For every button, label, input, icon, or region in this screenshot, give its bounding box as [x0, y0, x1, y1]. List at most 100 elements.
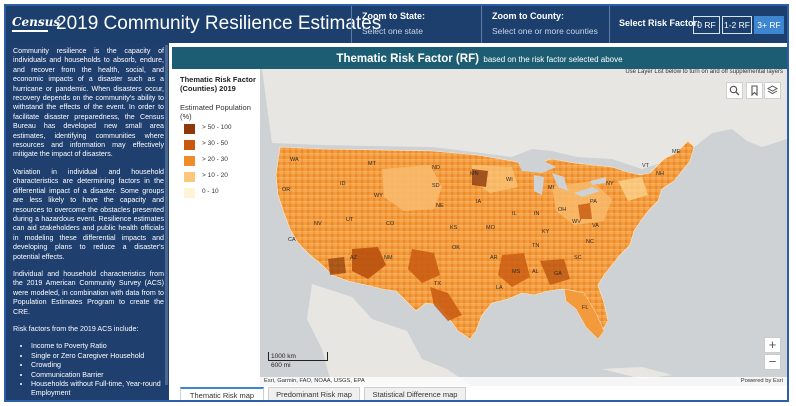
zoom-county-label: Zoom to County:: [492, 11, 564, 21]
scale-km-label: 1000 km: [271, 353, 296, 360]
legend-title: Thematic Risk Factor (Counties) 2019: [180, 75, 256, 93]
legend-item: > 30 - 50: [180, 138, 260, 153]
list-item: Communication Barrier: [31, 371, 164, 380]
state-label: TX: [434, 281, 441, 287]
zoom-county-select[interactable]: Select one or more counties: [492, 26, 598, 36]
state-label: AZ: [350, 255, 358, 261]
scale-bar: 1000 km 600 mi: [268, 352, 328, 371]
state-label: WV: [572, 219, 581, 225]
state-label: IL: [512, 211, 517, 217]
state-label: OH: [558, 207, 566, 213]
banner-subtitle: based on the risk factor selected above: [483, 55, 623, 64]
rf-0-button[interactable]: 0 RF: [693, 16, 720, 34]
list-item: Income to Poverty Ratio: [31, 342, 164, 351]
map-tabbar: Thematic Risk map Predominant Risk map S…: [172, 386, 787, 400]
legend-label: > 10 - 20: [202, 172, 228, 179]
legend-item: 0 - 10: [180, 186, 260, 201]
app-frame: Census 2019 Community Resilience Estimat…: [4, 4, 789, 402]
sidebar-paragraph: Individual and household characteristics…: [13, 269, 164, 316]
legend-item: > 20 - 30: [180, 154, 260, 169]
state-label: VT: [642, 163, 650, 169]
state-label: PA: [590, 199, 597, 205]
app-header: Census 2019 Community Resilience Estimat…: [6, 6, 787, 43]
sidebar-paragraph: Risk factors from the 2019 ACS include:: [13, 324, 139, 333]
legend-swatch: [184, 156, 195, 166]
state-label: NY: [606, 181, 614, 187]
state-label: NC: [586, 239, 594, 245]
legend-item: > 50 - 100: [180, 122, 260, 137]
tab-statistical-difference[interactable]: Statistical Difference map: [364, 387, 466, 400]
state-label: SD: [432, 183, 440, 189]
state-label: LA: [496, 285, 503, 291]
state-labels: WA OR CA NV ID MT WY UT AZ CO NM ND SD N…: [282, 149, 681, 311]
map-banner: Thematic Risk Factor (RF) based on the r…: [172, 47, 787, 69]
legend-swatch: [184, 188, 195, 198]
legend-label: > 50 - 100: [202, 124, 232, 131]
state-label: WI: [506, 177, 513, 183]
state-label: KY: [542, 229, 550, 235]
state-label: AL: [532, 269, 539, 275]
rf-1-2-button[interactable]: 1-2 RF: [722, 16, 752, 34]
map-attribution: Esri, Garmin, FAO, NOAA, USGS, EPA Power…: [260, 377, 787, 386]
header-divider: [481, 6, 482, 43]
state-label: GA: [554, 271, 562, 277]
legend-subtitle: Estimated Population (%): [180, 103, 251, 121]
scale-mi-label: 600 mi: [271, 362, 291, 369]
state-label: WY: [374, 193, 383, 199]
state-label: MO: [486, 225, 496, 231]
scale-line-km: [268, 352, 328, 361]
header-divider: [351, 6, 352, 43]
state-label: SC: [574, 255, 582, 261]
state-label: CA: [288, 237, 296, 243]
zoom-out-button[interactable]: −: [764, 354, 781, 370]
legend-label: 0 - 10: [202, 188, 219, 195]
map-legend: Thematic Risk Factor (Counties) 2019 Est…: [172, 69, 260, 386]
state-label: NE: [436, 203, 444, 209]
state-label: MN: [470, 171, 479, 177]
zoom-state-select[interactable]: Select one state: [362, 26, 423, 36]
rf-3plus-button[interactable]: 3+ RF: [754, 16, 784, 34]
state-label: WA: [290, 157, 299, 163]
state-label: IA: [476, 199, 482, 205]
state-label: NM: [384, 255, 393, 261]
state-label: UT: [346, 217, 354, 223]
attribution-sources: Esri, Garmin, FAO, NOAA, USGS, EPA: [264, 378, 365, 384]
powered-by-esri[interactable]: Powered by Esri: [740, 378, 783, 384]
info-sidebar[interactable]: Community resilience is the capacity of …: [6, 43, 169, 400]
legend-swatch: [184, 124, 195, 134]
risk-factor-list: Income to Poverty Ratio Single or Zero C…: [13, 342, 164, 398]
zoom-to-county[interactable]: Zoom to County: Select one or more count…: [492, 11, 598, 36]
app-title: 2019 Community Resilience Estimates: [56, 13, 382, 34]
state-label: MT: [368, 161, 377, 167]
legend-label: > 20 - 30: [202, 156, 228, 163]
state-label: MI: [548, 185, 555, 191]
census-logo[interactable]: Census: [12, 15, 60, 32]
bookmark-icon[interactable]: [746, 82, 763, 99]
list-item: Single or Zero Caregiver Household: [31, 352, 164, 361]
legend-item: > 10 - 20: [180, 170, 260, 185]
state-label: CO: [386, 221, 395, 227]
map-view[interactable]: WA OR CA NV ID MT WY UT AZ CO NM ND SD N…: [172, 69, 787, 386]
sidebar-paragraph: Community resilience is the capacity of …: [13, 47, 164, 159]
layers-icon[interactable]: [764, 82, 781, 99]
state-label: ME: [672, 149, 681, 155]
state-label: OR: [282, 187, 290, 193]
search-icon[interactable]: [726, 82, 743, 99]
tab-thematic-risk[interactable]: Thematic Risk map: [180, 387, 264, 400]
zoom-to-state[interactable]: Zoom to State: Select one state: [362, 11, 425, 36]
state-label: ND: [432, 165, 440, 171]
us-county-map: WA OR CA NV ID MT WY UT AZ CO NM ND SD N…: [262, 69, 787, 386]
state-label: IN: [534, 211, 540, 217]
legend-label: > 30 - 50: [202, 140, 228, 147]
state-label: TN: [532, 243, 539, 249]
list-item: Crowding: [31, 361, 164, 370]
state-label: ID: [340, 181, 346, 187]
tab-predominant-risk[interactable]: Predominant Risk map: [268, 387, 360, 400]
zoom-in-button[interactable]: +: [764, 337, 781, 353]
risk-factor-label: Select Risk Factor:: [619, 18, 701, 28]
legend-swatch: [184, 140, 195, 150]
legend-swatch: [184, 172, 195, 182]
sidebar-scrollbar[interactable]: [165, 45, 168, 385]
layer-hint: Use Layer List below to turn on and off …: [625, 69, 783, 75]
state-label: VA: [592, 223, 599, 229]
